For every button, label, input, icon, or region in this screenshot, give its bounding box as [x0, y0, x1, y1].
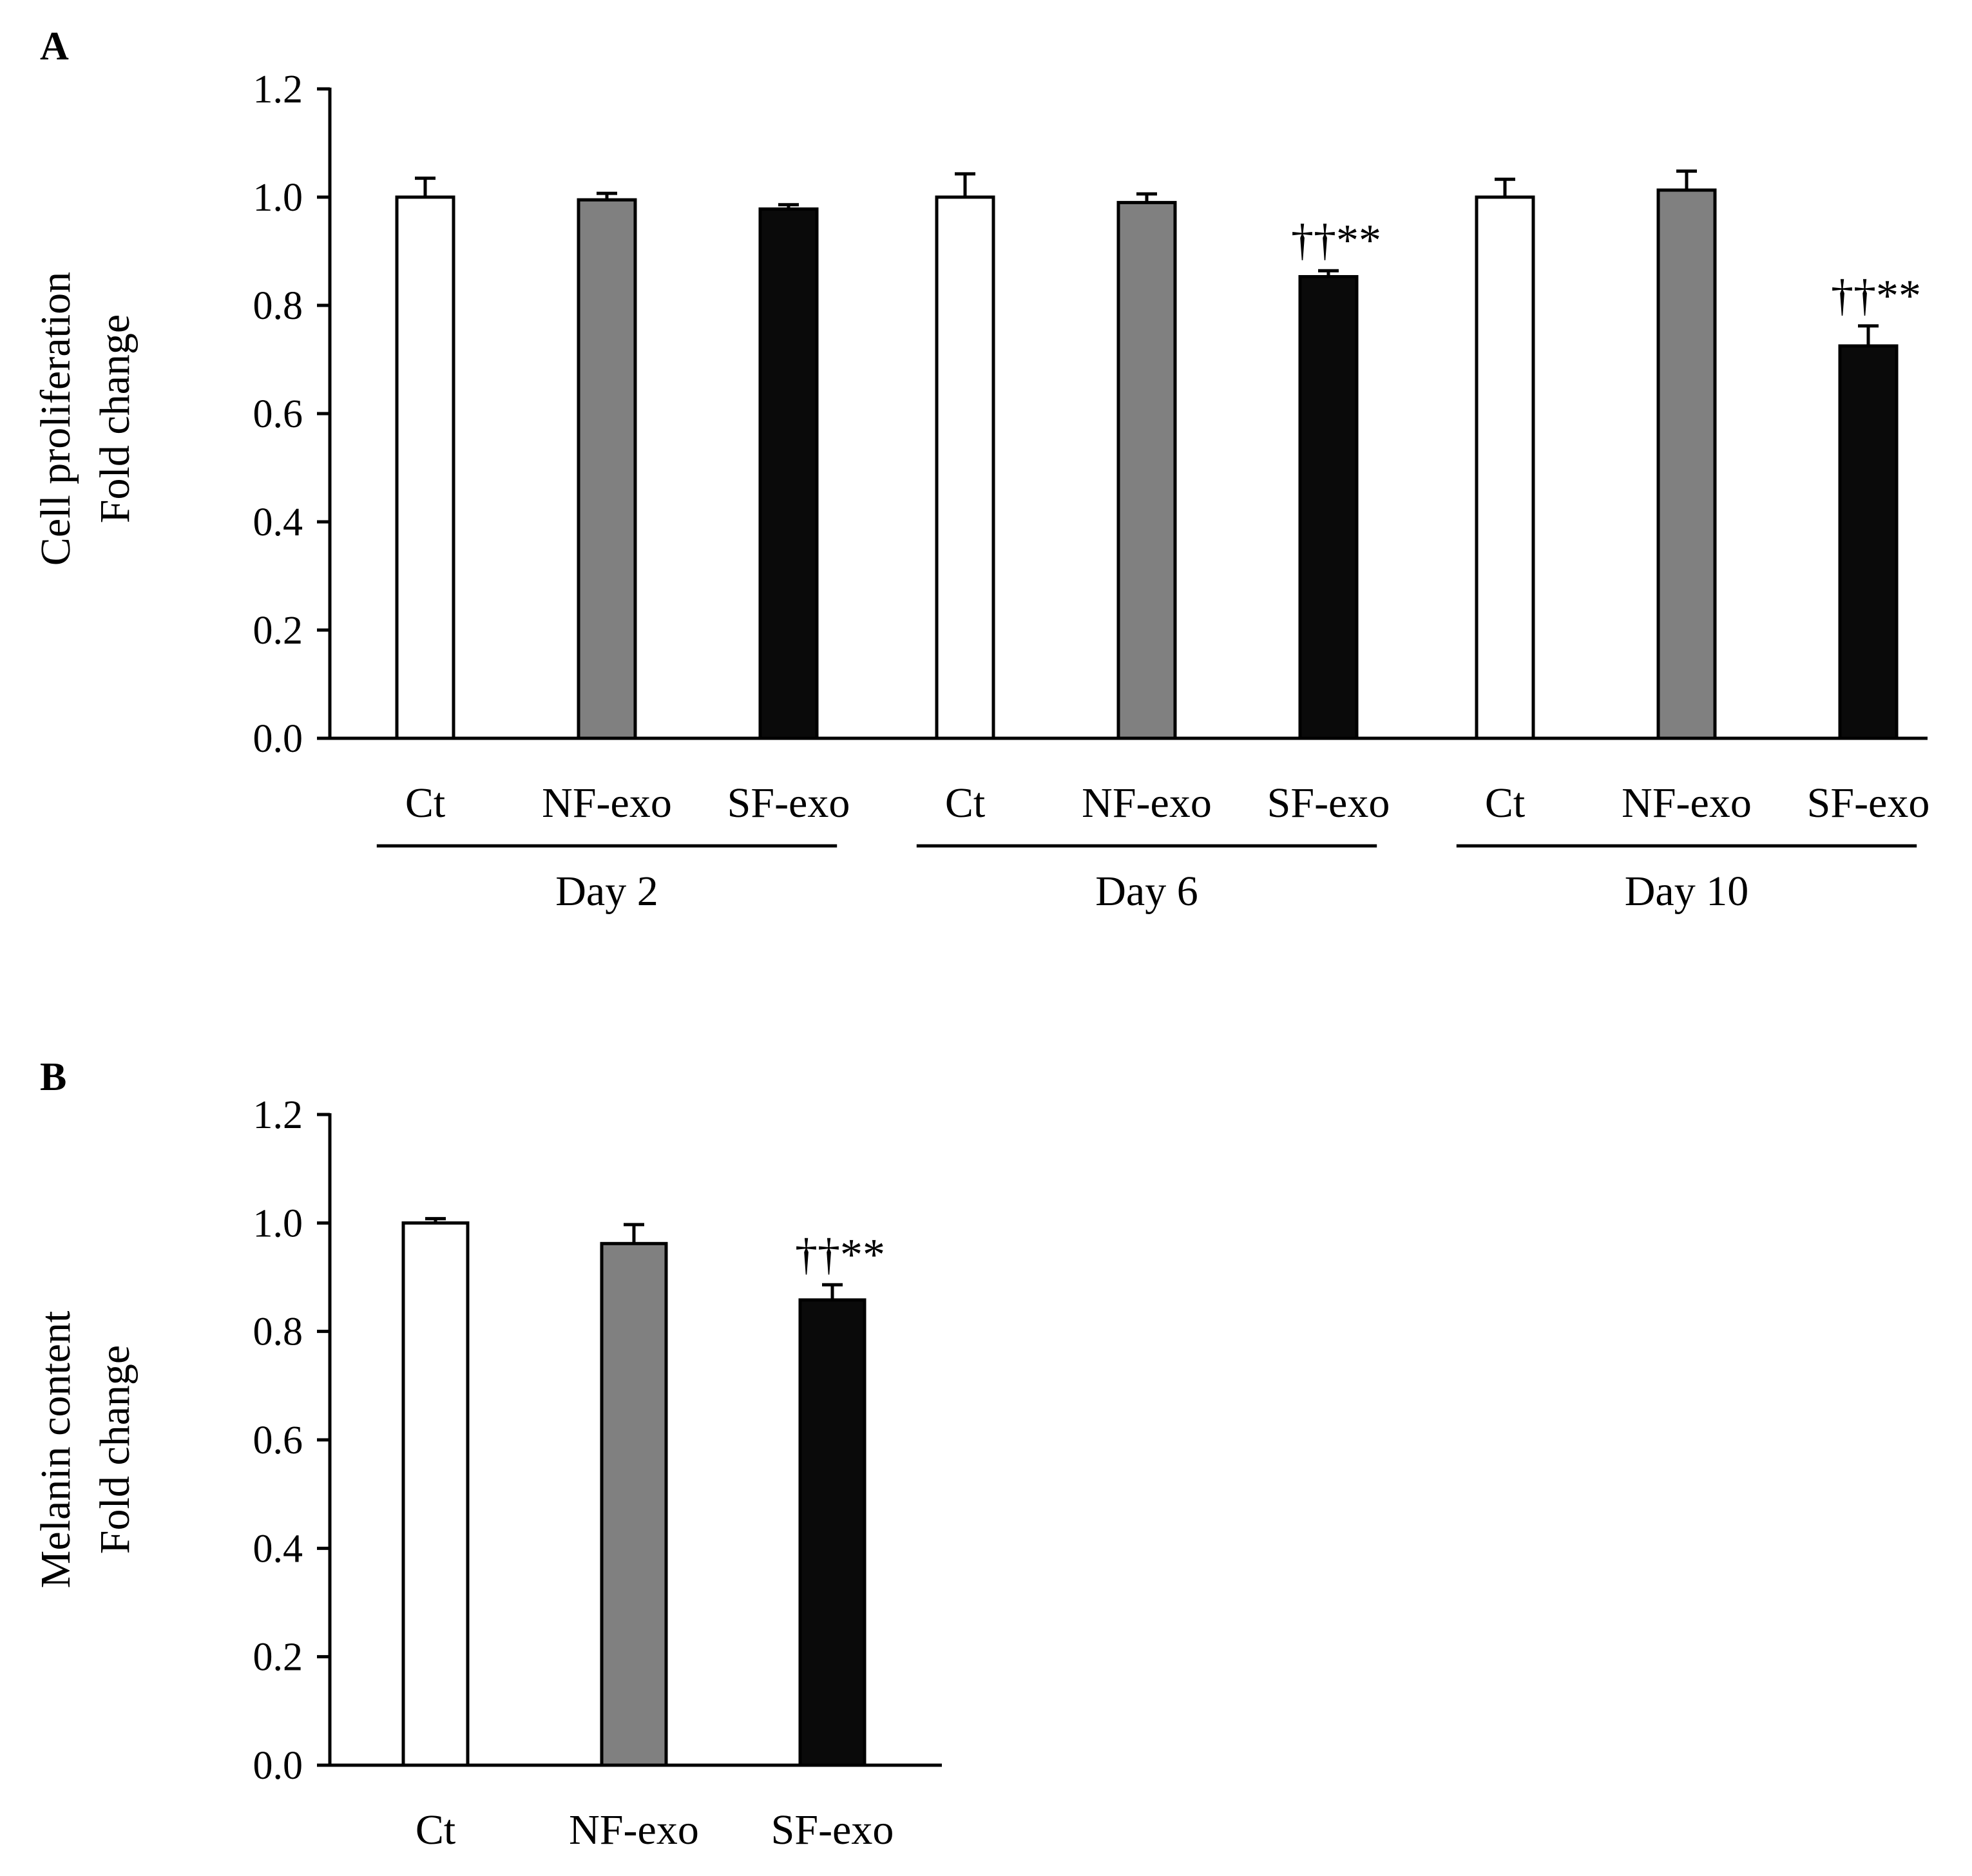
bar	[395, 195, 455, 740]
y-tick-label: 0.6	[253, 392, 303, 436]
group-label: Day 2	[555, 868, 658, 915]
y-tick-label: 1.0	[253, 1201, 303, 1245]
category-label: SF-exo	[771, 1806, 894, 1853]
group-label: Day 6	[1095, 868, 1198, 915]
y-tick-label: 0.4	[253, 501, 303, 544]
y-tick-label: 0.6	[253, 1419, 303, 1462]
y-axis-label-a-line1: Cell proliferation	[32, 272, 79, 566]
significance-annotation: ††**	[795, 1230, 885, 1279]
y-axis-label-a-line2: Fold change	[91, 314, 139, 523]
bar	[1838, 344, 1899, 740]
y-tick-label: 0.8	[253, 1310, 303, 1354]
x-axis-labels-b: Ct NF-exo SF-exo	[416, 1806, 894, 1853]
bar	[798, 1298, 866, 1767]
bar	[1475, 195, 1535, 740]
y-tick-label: 0.8	[253, 284, 303, 328]
panel-b: B Melanin content Fold change 0.0 0.2 0.4 0…	[32, 1055, 942, 1853]
category-label: SF-exo	[1807, 780, 1930, 827]
y-axis-label-b-line1: Melanin content	[32, 1311, 79, 1589]
x-axis-labels-a: Ct NF-exo SF-exo Day 2 Ct NF-exo SF-exo Day 6 Ct…	[376, 780, 1930, 915]
bar	[1116, 200, 1177, 740]
bars-b: ††**	[401, 1217, 885, 1767]
category-label: NF-exo	[1622, 780, 1752, 827]
category-label: SF-exo	[1267, 780, 1390, 827]
y-tick-label: 1.2	[253, 1093, 303, 1137]
panel-label-b: B	[40, 1055, 66, 1099]
group-label: Day 10	[1625, 868, 1748, 915]
y-tick-label: 0.4	[253, 1527, 303, 1571]
bar	[600, 1241, 668, 1767]
category-label: Ct	[405, 780, 445, 827]
category-label: NF-exo	[569, 1806, 699, 1853]
category-label: Ct	[416, 1806, 455, 1853]
bar	[758, 207, 819, 740]
category-label: Ct	[1485, 780, 1525, 827]
bar	[577, 198, 637, 740]
y-axis-label-b-line2: Fold change	[91, 1345, 139, 1554]
y-tick-label: 1.0	[253, 176, 303, 220]
category-label: Ct	[945, 780, 985, 827]
y-tick-label: 0.0	[253, 717, 303, 761]
y-tick-label: 0.2	[253, 609, 303, 653]
y-tick-label: 0.0	[253, 1744, 303, 1788]
category-label: NF-exo	[1082, 780, 1212, 827]
significance-annotation: ††**	[1291, 216, 1381, 265]
category-label: SF-exo	[727, 780, 850, 827]
significance-annotation: ††**	[1831, 271, 1921, 321]
y-tick-label: 1.2	[253, 68, 303, 111]
bars-a: ††** ††**	[395, 169, 1921, 740]
bar	[401, 1221, 470, 1767]
bar	[935, 195, 995, 740]
panel-a: A Cell proliferation Fold change 0.0 0.2 0…	[32, 24, 1929, 915]
bar	[1656, 188, 1717, 740]
panel-label-a: A	[40, 24, 69, 68]
y-tick-label: 0.2	[253, 1636, 303, 1680]
category-label: NF-exo	[542, 780, 672, 827]
bar	[1298, 274, 1359, 740]
